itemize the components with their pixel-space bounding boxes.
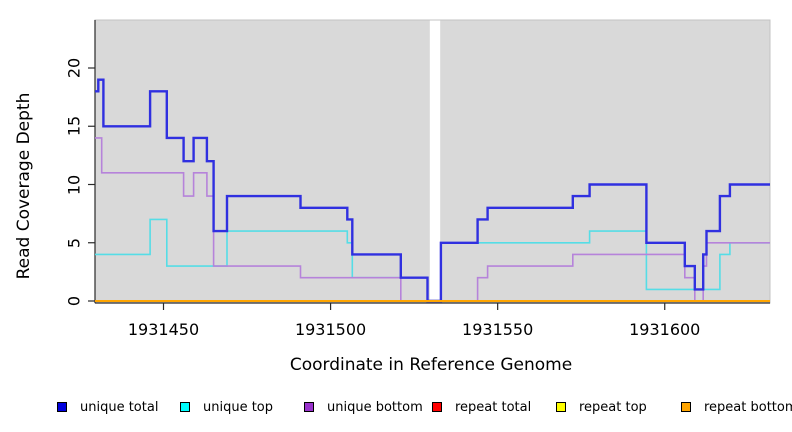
- y-tick-label: 20: [64, 57, 84, 79]
- y-tick-label: 10: [64, 174, 84, 195]
- legend-label: unique bottom: [327, 399, 423, 415]
- legend-swatch-repeat-total: [432, 402, 442, 412]
- legend-label: repeat total: [455, 399, 532, 415]
- x-tick-label: 1931600: [629, 320, 701, 339]
- series-line-unique-total: [95, 78, 770, 303]
- legend-swatch-unique-bottom: [304, 402, 314, 412]
- y-tick-label: 15: [64, 116, 84, 137]
- legend-swatch-unique-total: [57, 402, 67, 412]
- legend: unique total unique top unique bottom repea…: [0, 397, 792, 419]
- legend-swatch-repeat-bottom: [681, 402, 691, 412]
- legend-item-unique-bottom: unique bottom: [304, 397, 423, 417]
- legend-item-unique-total: unique total: [57, 397, 158, 417]
- legend-item-unique-top: unique top: [180, 397, 273, 417]
- legend-label: unique total: [80, 399, 159, 415]
- legend-swatch-unique-top: [180, 402, 190, 412]
- legend-label: unique top: [203, 399, 274, 415]
- y-tick-label: 0: [64, 295, 84, 307]
- legend-swatch-repeat-top: [556, 402, 566, 412]
- y-tick-label: 5: [64, 237, 84, 248]
- legend-item-repeat-total: repeat total: [432, 397, 531, 417]
- legend-label: repeat top: [579, 399, 647, 415]
- y-axis-title: Read Coverage Depth: [14, 92, 34, 280]
- x-tick-label: 1931450: [127, 320, 200, 339]
- legend-item-repeat-top: repeat top: [556, 397, 647, 417]
- x-tick-label: 1931500: [294, 320, 367, 339]
- legend-label: repeat bottom: [704, 399, 792, 415]
- x-tick-label: 1931550: [462, 320, 534, 339]
- coverage-gap-band: [429, 20, 441, 300]
- x-axis-title: Coordinate in Reference Genome: [289, 355, 573, 375]
- legend-item-repeat-bottom: repeat bottom: [681, 397, 792, 417]
